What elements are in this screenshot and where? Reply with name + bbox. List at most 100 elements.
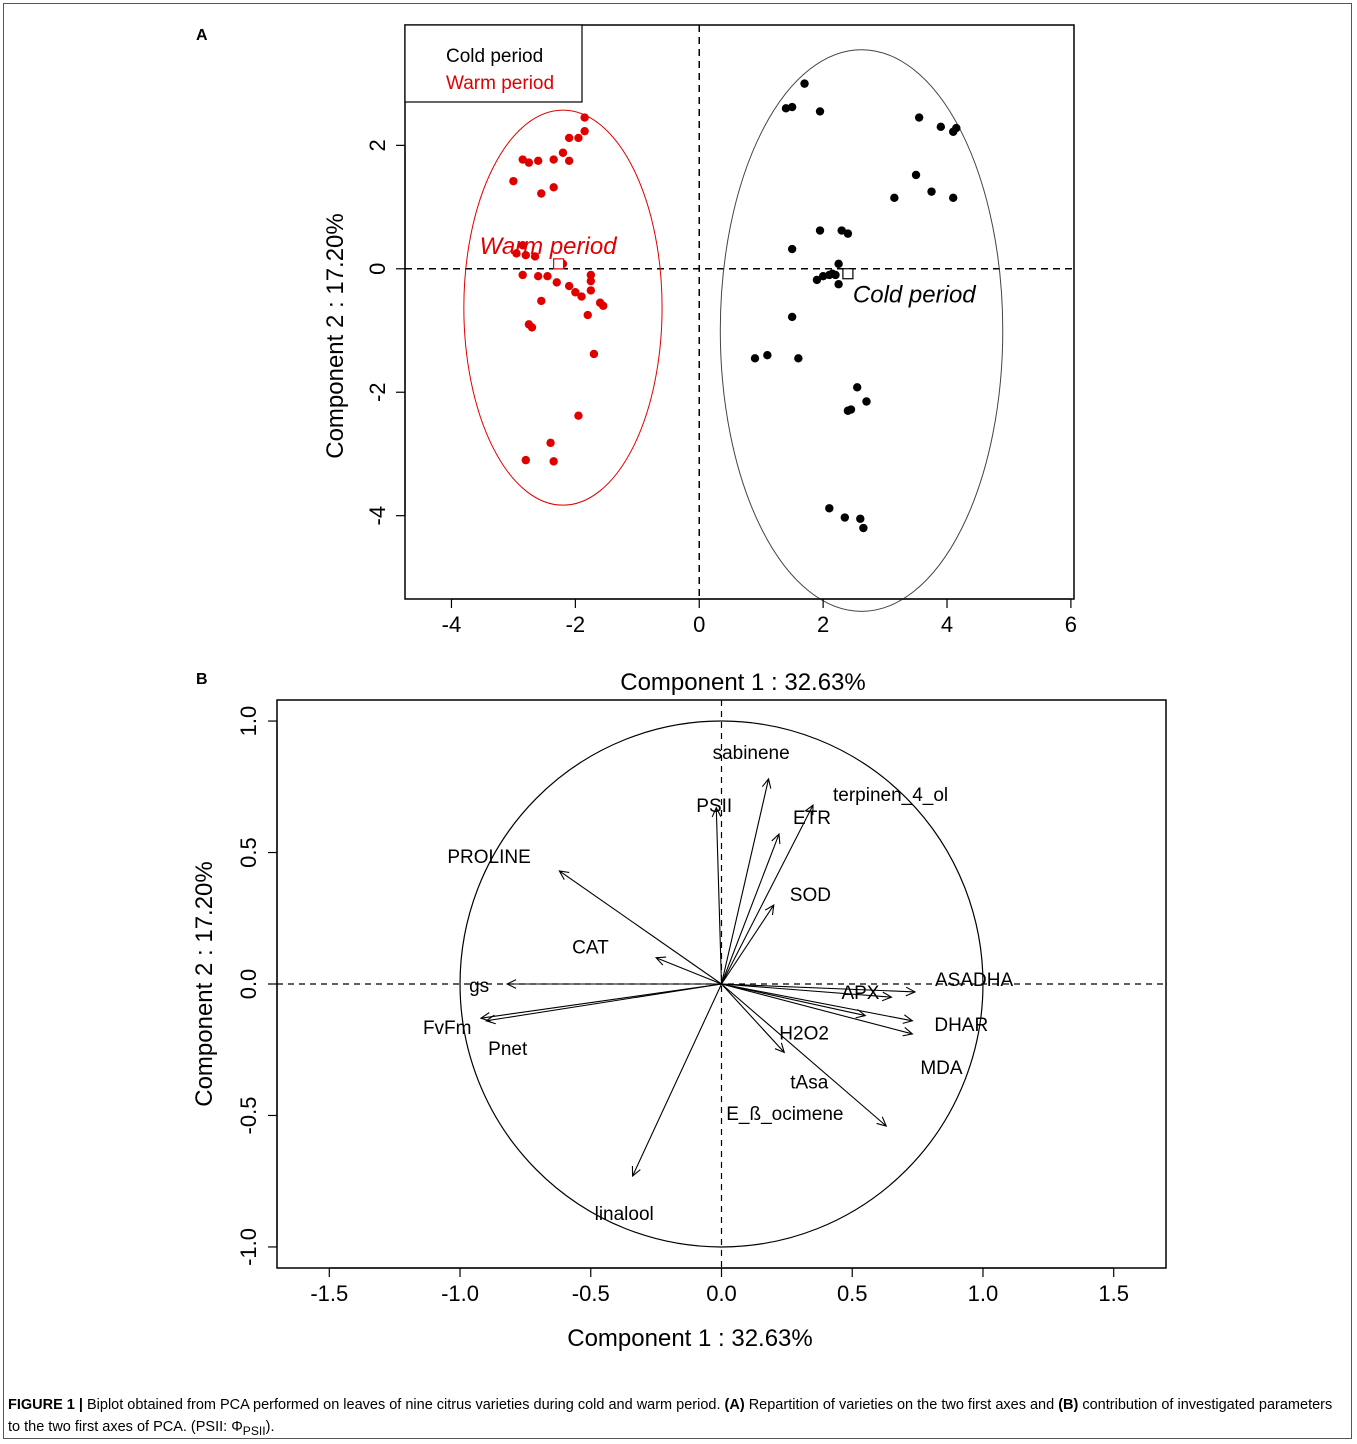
plot-b-correlation-circle xyxy=(459,720,984,1248)
data-point-warm xyxy=(509,176,518,186)
vector-label-mda: MDA xyxy=(920,1058,963,1079)
vector-tasa xyxy=(721,983,785,1053)
data-point-warm xyxy=(543,272,552,281)
data-point-cold xyxy=(890,193,899,203)
vector-sabinene xyxy=(720,778,770,985)
group-label-warm: Warm period xyxy=(480,233,618,260)
x-tick-label: -0.5 xyxy=(572,1281,610,1306)
panel-a: A Warm period Cold period -4 -2 0 2 4 6 -4 -2 0 2… xyxy=(196,24,1077,696)
data-point-warm xyxy=(564,156,574,165)
data-point-warm xyxy=(574,133,583,143)
data-point-cold xyxy=(831,270,840,280)
plot-b-y-axis: -1.0 -0.5 0.0 0.5 1.0 xyxy=(236,706,278,1266)
data-point-cold xyxy=(825,504,834,513)
plot-a-points xyxy=(509,79,961,533)
data-point-warm xyxy=(527,323,537,332)
vector-label-h2o2: H2O2 xyxy=(779,1024,829,1045)
data-point-cold xyxy=(843,229,853,238)
y-tick-label: -1.0 xyxy=(236,1228,261,1266)
data-point-cold xyxy=(949,193,958,203)
data-point-warm xyxy=(533,156,543,165)
plot-b-vectors xyxy=(479,777,917,1178)
vector-arrowhead xyxy=(505,979,517,989)
unit-circle xyxy=(459,720,984,1248)
caption-text-1: Biplot obtained from PCA performed on le… xyxy=(82,1397,725,1413)
caption-text-3: contribution of investigated parameters … xyxy=(8,1397,1333,1435)
vector-label-psii: PSII xyxy=(696,796,732,817)
confidence-ellipse-cold xyxy=(719,49,1004,612)
data-point-cold xyxy=(750,354,760,363)
plot-b-x-axis-title: Component 1 : 32.63% xyxy=(567,1325,813,1352)
vector-arrowhead xyxy=(484,1014,496,1025)
data-point-warm xyxy=(589,349,599,359)
data-point-cold xyxy=(837,226,846,235)
caption-text-4: ). xyxy=(265,1419,275,1435)
plot-a-legend: Cold period Warm period xyxy=(404,24,583,103)
y-tick-label: 1.0 xyxy=(236,706,261,737)
data-point-cold xyxy=(852,383,862,392)
plot-b-x-axis: -1.5 -1.0 -0.5 0.0 0.5 1.0 1.5 xyxy=(310,1267,1129,1306)
data-point-warm xyxy=(518,155,527,164)
vector-asadha xyxy=(721,983,916,993)
centroid-cold xyxy=(842,268,854,280)
vector-apx xyxy=(721,983,892,998)
x-tick-label: -4 xyxy=(442,612,462,637)
vector-arrowhead xyxy=(761,777,772,789)
data-point-warm xyxy=(558,148,568,157)
plot-b-y-axis-title: Component 2 : 17.20% xyxy=(191,861,218,1107)
y-tick-label: -2 xyxy=(365,382,390,402)
vector-label-tasa: tAsa xyxy=(790,1072,828,1093)
vector-proline xyxy=(559,870,722,985)
data-point-cold xyxy=(952,123,961,133)
vector-label-sabinene: sabinene xyxy=(713,743,790,764)
vector-arrowhead xyxy=(631,1165,641,1178)
x-tick-label: 0.5 xyxy=(837,1281,868,1306)
data-point-warm xyxy=(599,301,608,311)
data-point-cold xyxy=(840,513,850,522)
figure-frame xyxy=(3,3,1352,1439)
data-point-warm xyxy=(518,270,527,280)
vector-arrowhead xyxy=(558,870,570,880)
x-tick-label: 1.5 xyxy=(1098,1281,1129,1306)
vector-label-sod: SOD xyxy=(790,885,831,906)
data-point-warm xyxy=(537,189,546,198)
vector-fvfm xyxy=(480,983,722,1019)
data-point-warm xyxy=(552,278,561,287)
vector-label-dhar: DHAR xyxy=(934,1015,988,1036)
data-point-warm xyxy=(549,457,558,466)
data-point-cold xyxy=(815,107,825,116)
data-point-cold xyxy=(815,226,825,235)
data-point-warm xyxy=(512,249,521,258)
data-point-warm xyxy=(564,281,574,291)
legend-box xyxy=(404,24,583,103)
vector-arrowhead xyxy=(764,904,775,916)
vector-arrowhead xyxy=(771,832,781,845)
vector-pnet xyxy=(486,983,722,1022)
data-point-cold xyxy=(787,102,797,112)
vector-label-terpinen_4_ol: terpinen_4_ol xyxy=(833,785,948,806)
x-tick-label: -1.5 xyxy=(310,1281,348,1306)
vector-etr xyxy=(720,833,780,985)
data-point-warm xyxy=(586,286,596,295)
plot-a-ellipses xyxy=(463,49,1004,612)
vector-arrowhead xyxy=(902,1014,914,1024)
vector-cat xyxy=(655,957,722,985)
vector-arrowhead xyxy=(774,1042,786,1054)
data-point-warm xyxy=(580,113,589,122)
group-label-cold: Cold period xyxy=(853,282,976,309)
caption-b-label: (B) xyxy=(1058,1397,1079,1413)
legend-entry-warm: Warm period xyxy=(446,73,554,94)
panel-b-letter: B xyxy=(196,671,208,688)
plot-a-reference-lines xyxy=(405,25,1074,599)
plot-a-centers xyxy=(553,258,854,280)
vector-label-linalool: linalool xyxy=(595,1204,654,1225)
centroid-warm xyxy=(553,258,565,270)
vector-arrowhead xyxy=(804,804,814,816)
data-point-cold xyxy=(859,523,868,533)
data-point-cold xyxy=(927,187,936,196)
vector-label-fvfm: FvFm xyxy=(423,1018,472,1039)
vector-label-etr: ETR xyxy=(793,808,831,829)
data-point-warm xyxy=(546,438,555,448)
data-point-warm xyxy=(577,292,586,301)
